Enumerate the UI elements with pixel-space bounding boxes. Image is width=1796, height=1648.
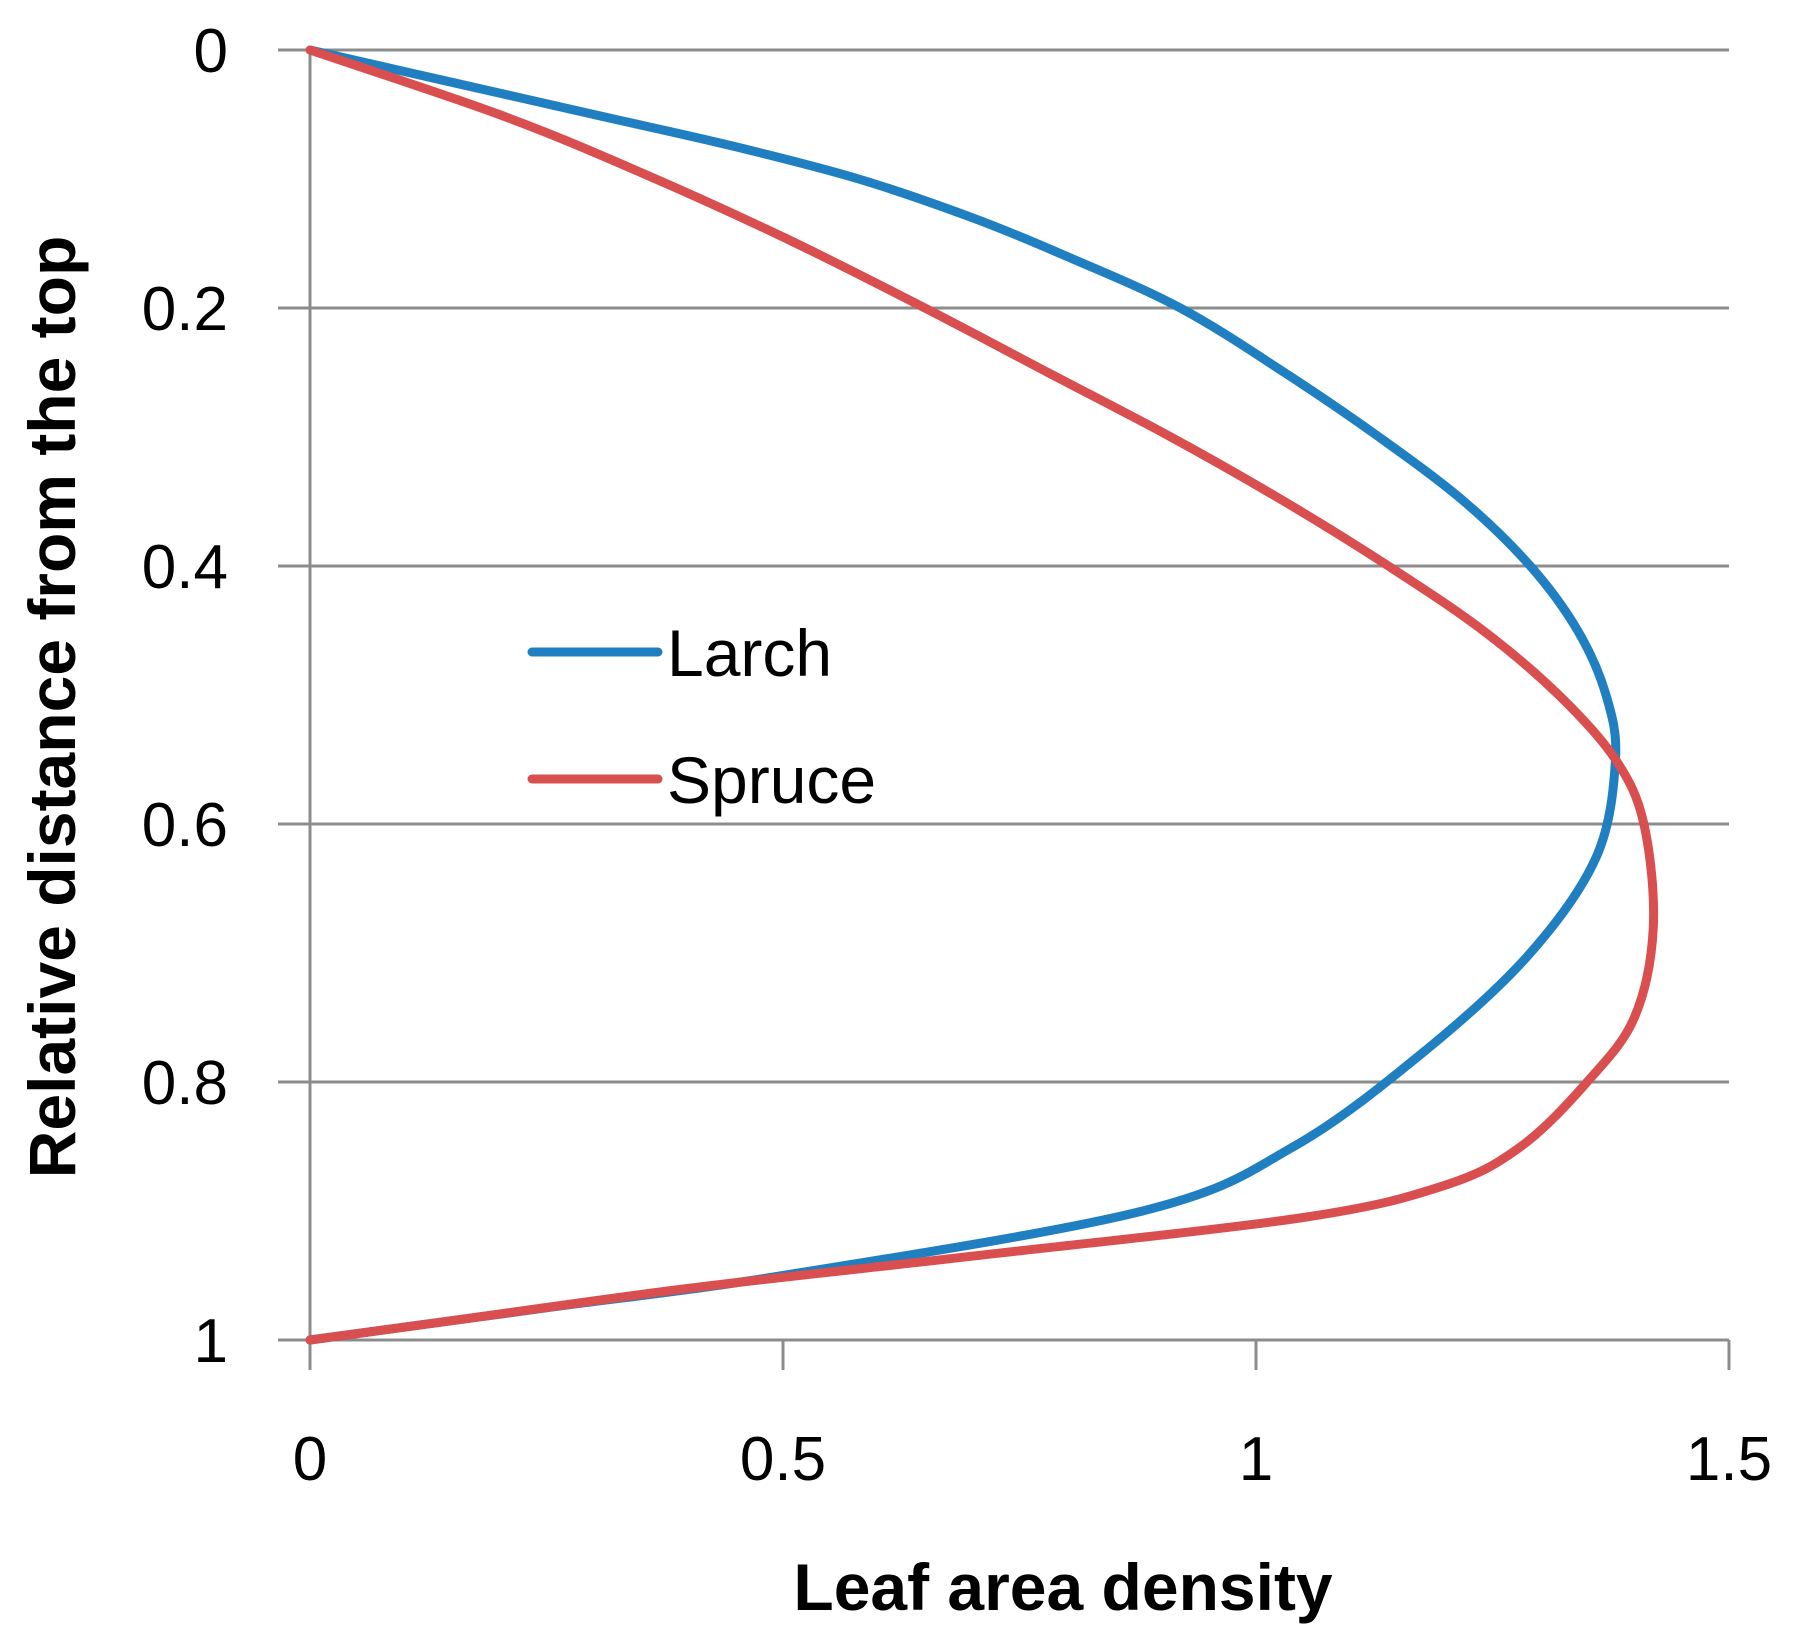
- x-axis-title: Leaf area density: [793, 1550, 1333, 1624]
- y-axis-title: Relative distance from the top: [15, 236, 89, 1179]
- legend-label-larch: Larch: [667, 616, 832, 690]
- x-tick-label: 0.5: [740, 1425, 826, 1494]
- y-tick-label: 0.8: [142, 1049, 228, 1118]
- axes: [308, 50, 1731, 1370]
- x-tick-label: 0: [293, 1425, 327, 1494]
- x-tick-label: 1: [1239, 1425, 1273, 1494]
- legend-label-spruce: Spruce: [667, 743, 876, 817]
- grid: [278, 48, 1729, 1342]
- series-line-spruce: [305, 45, 1659, 1345]
- y-tick-label: 0: [194, 17, 228, 86]
- series-line-larch: [305, 45, 1621, 1345]
- legend: Larch Spruce: [527, 616, 876, 817]
- tick-labels: 00.20.40.60.810 0.5 1 1.5: [142, 17, 1772, 1494]
- y-tick-label: 1: [194, 1307, 228, 1376]
- y-tick-label: 0.6: [142, 791, 228, 860]
- y-tick-label: 0.4: [142, 533, 228, 602]
- x-tick-label: 1.5: [1686, 1425, 1772, 1494]
- series: [305, 45, 1659, 1345]
- y-tick-label: 0.2: [142, 275, 228, 344]
